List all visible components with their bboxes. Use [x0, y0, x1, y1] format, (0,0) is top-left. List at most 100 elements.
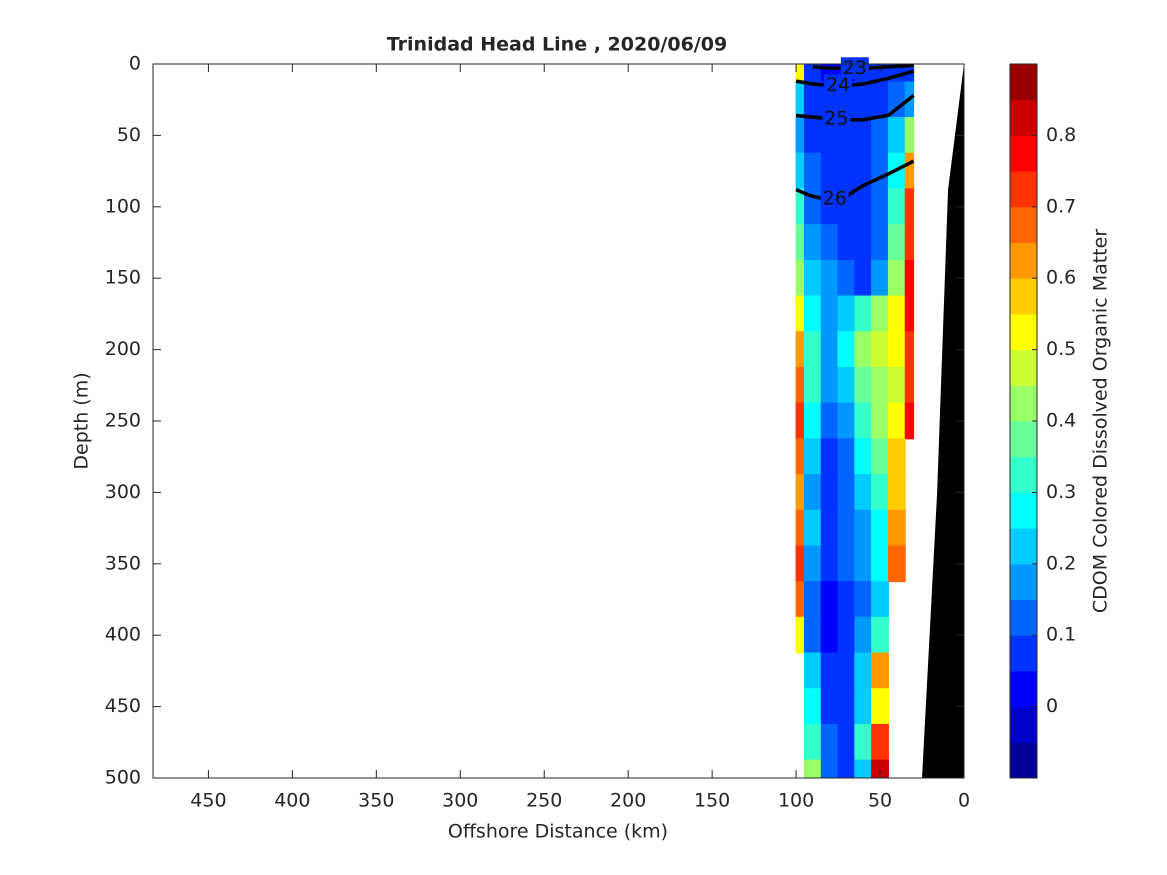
cell	[820, 652, 839, 690]
cell	[795, 402, 805, 440]
cell	[854, 723, 873, 761]
cell	[887, 474, 906, 511]
cell	[887, 438, 906, 476]
cell	[904, 117, 915, 154]
cell	[803, 366, 822, 404]
cell	[837, 152, 856, 190]
cell	[837, 688, 856, 725]
cell	[837, 259, 856, 297]
cell	[871, 402, 889, 440]
colorbar-band	[1010, 171, 1037, 208]
cell	[795, 581, 805, 618]
cell	[837, 366, 856, 404]
cell	[854, 81, 873, 119]
cell	[887, 295, 906, 333]
cell	[795, 295, 805, 333]
cell	[837, 723, 856, 761]
colorbar-band	[1010, 64, 1037, 101]
cell	[795, 366, 805, 404]
cell	[887, 366, 906, 404]
contour-label-bg	[840, 57, 869, 80]
cell	[871, 759, 889, 779]
colorbar-band	[1010, 278, 1037, 315]
cell	[854, 224, 873, 261]
contour-label-bg	[822, 107, 851, 130]
cell	[871, 81, 889, 119]
colorbar-tick-label: 0.5	[1046, 338, 1076, 360]
cell	[820, 224, 839, 261]
cell	[871, 259, 889, 297]
cell	[837, 402, 856, 440]
colorbar-band	[1010, 670, 1037, 708]
cell	[854, 117, 873, 154]
cell	[837, 295, 856, 333]
y-tick-label: 400	[105, 624, 141, 646]
colorbar-tick-label: 0.3	[1046, 481, 1076, 503]
cell	[820, 402, 839, 440]
cell	[871, 509, 889, 547]
colorbar-band	[1010, 385, 1037, 422]
cell	[837, 581, 856, 618]
cell	[795, 81, 805, 119]
cell	[837, 331, 856, 368]
colorbar-tick-label: 0.4	[1046, 410, 1076, 432]
cell	[904, 224, 915, 261]
cell	[803, 117, 822, 154]
cell	[871, 474, 889, 511]
colorbar-band	[1010, 599, 1037, 636]
cell	[887, 402, 906, 440]
cell	[803, 438, 822, 476]
x-tick-label: 200	[610, 790, 646, 812]
y-tick-label: 0	[129, 53, 141, 75]
y-tick-label: 450	[105, 695, 141, 717]
cell	[795, 509, 805, 547]
cell	[820, 438, 839, 476]
cell	[803, 259, 822, 297]
cell	[837, 545, 856, 583]
cell	[871, 331, 889, 368]
cell	[904, 402, 915, 440]
cell	[820, 474, 839, 511]
cell	[803, 581, 822, 618]
cell	[820, 759, 839, 779]
cell	[887, 81, 906, 119]
cell	[820, 366, 839, 404]
y-tick-label: 50	[117, 124, 141, 146]
cell	[795, 152, 805, 190]
cell	[904, 188, 915, 226]
colorbar-band	[1010, 706, 1037, 743]
cell	[904, 152, 915, 190]
colorbar-band	[1010, 135, 1037, 172]
y-tick-label: 200	[105, 338, 141, 360]
cell	[871, 616, 889, 654]
contour-label-bg	[824, 74, 853, 97]
x-tick-label: 300	[442, 790, 478, 812]
cell	[871, 688, 889, 725]
cell	[795, 616, 805, 654]
cell	[887, 509, 906, 547]
y-tick-label: 300	[105, 481, 141, 503]
cell	[887, 117, 906, 154]
contour-label-bg	[820, 187, 849, 210]
cell	[820, 509, 839, 547]
cell	[820, 723, 839, 761]
y-tick-label: 250	[105, 410, 141, 432]
cell	[803, 81, 822, 119]
colorbar-band	[1010, 421, 1037, 458]
cell	[837, 438, 856, 476]
cell	[837, 652, 856, 690]
cell	[854, 188, 873, 226]
colorbar-tick-label: 0.1	[1046, 624, 1076, 646]
colorbar-band	[1010, 349, 1037, 386]
cell	[837, 616, 856, 654]
x-tick-label: 450	[190, 790, 226, 812]
cell	[795, 117, 805, 154]
cell	[803, 723, 822, 761]
cell	[803, 509, 822, 547]
cell	[887, 224, 906, 261]
cell	[803, 224, 822, 261]
y-tick-label: 100	[105, 195, 141, 217]
cell	[854, 688, 873, 725]
cell	[837, 509, 856, 547]
